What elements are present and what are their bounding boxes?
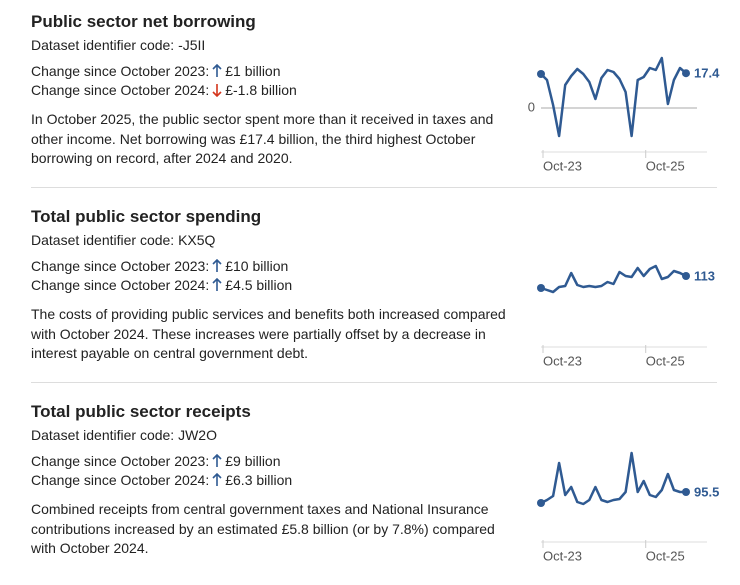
section-title: Total public sector spending bbox=[31, 207, 262, 226]
sparkline: 0 Oct-23 Oct-25 17.4 bbox=[528, 56, 720, 173]
change-label: Change since October 2024: bbox=[31, 472, 210, 488]
start-point bbox=[537, 284, 545, 292]
change-row: Change since October 2023: £1 billion bbox=[31, 63, 281, 79]
section: Total public sector receipts Dataset iden… bbox=[0, 390, 740, 585]
change-row: Change since October 2024: £-1.8 billion bbox=[31, 82, 297, 98]
change-arrow bbox=[212, 278, 222, 291]
change-label: Change since October 2023: bbox=[31, 258, 210, 274]
change-value: £9 billion bbox=[225, 453, 281, 469]
start-point bbox=[537, 499, 545, 507]
separator bbox=[31, 187, 717, 188]
section: Total public sector spending Dataset iden… bbox=[0, 195, 740, 390]
page: Public sector net borrowing Dataset ident… bbox=[0, 0, 740, 563]
dataset-identifier: Dataset identifier code: JW2O bbox=[31, 427, 217, 443]
change-label: Change since October 2024: bbox=[31, 82, 210, 98]
change-row: Change since October 2023: £9 billion bbox=[31, 453, 281, 469]
start-point bbox=[537, 70, 545, 78]
change-value: £1 billion bbox=[225, 63, 281, 79]
change-arrow bbox=[212, 84, 222, 97]
end-point bbox=[682, 69, 690, 78]
x-tick-label: Oct-25 bbox=[646, 158, 685, 173]
change-value: £4.5 billion bbox=[225, 277, 293, 293]
arrow-shape bbox=[212, 278, 222, 291]
change-label: Change since October 2024: bbox=[31, 277, 210, 293]
arrow-shape bbox=[212, 84, 222, 97]
y-tick-label: 0 bbox=[528, 99, 535, 114]
change-value: £-1.8 billion bbox=[225, 82, 297, 98]
end-value-label: 95.5 bbox=[694, 484, 719, 499]
change-label: Change since October 2023: bbox=[31, 453, 210, 469]
change-row: Change since October 2024: £6.3 billion bbox=[31, 472, 292, 488]
description: In October 2025, the public sector spent… bbox=[31, 111, 494, 166]
end-point bbox=[682, 488, 690, 496]
description: The costs of providing public services a… bbox=[31, 306, 506, 361]
series-line bbox=[540, 56, 687, 138]
description: Combined receipts from central governmen… bbox=[31, 501, 495, 556]
change-arrow bbox=[212, 259, 222, 272]
arrow-shape bbox=[212, 454, 222, 467]
change-value: £6.3 billion bbox=[225, 472, 293, 488]
end-value-label: 17.4 bbox=[694, 66, 720, 81]
section-title: Total public sector receipts bbox=[31, 402, 251, 421]
change-value: £10 billion bbox=[225, 258, 289, 274]
sparkline: Oct-23 Oct-25 95.5 bbox=[537, 451, 719, 563]
section-title: Public sector net borrowing bbox=[31, 12, 256, 31]
dataset-identifier: Dataset identifier code: -J5II bbox=[31, 37, 206, 53]
change-row: Change since October 2023: £10 billion bbox=[31, 258, 288, 274]
x-tick-label: Oct-25 bbox=[646, 548, 685, 563]
change-label: Change since October 2023: bbox=[31, 63, 210, 79]
x-tick-label: Oct-23 bbox=[543, 353, 582, 368]
arrow-shape bbox=[212, 473, 222, 486]
x-tick-label: Oct-23 bbox=[543, 548, 582, 563]
series-line bbox=[540, 451, 686, 506]
change-row: Change since October 2024: £4.5 billion bbox=[31, 277, 292, 293]
arrow-shape bbox=[212, 64, 222, 77]
end-value-label: 113 bbox=[694, 268, 715, 283]
change-arrow bbox=[212, 64, 222, 77]
change-arrow bbox=[212, 473, 222, 486]
x-tick-label: Oct-25 bbox=[646, 353, 685, 368]
sparkline: Oct-23 Oct-25 113 bbox=[537, 264, 715, 368]
x-tick-label: Oct-23 bbox=[543, 158, 582, 173]
change-arrow bbox=[212, 454, 222, 467]
series-line bbox=[540, 264, 687, 294]
dataset-identifier: Dataset identifier code: KX5Q bbox=[31, 232, 216, 248]
section: Public sector net borrowing Dataset ident… bbox=[0, 0, 740, 195]
separator bbox=[31, 382, 717, 383]
arrow-shape bbox=[212, 259, 222, 272]
end-point bbox=[682, 272, 690, 280]
